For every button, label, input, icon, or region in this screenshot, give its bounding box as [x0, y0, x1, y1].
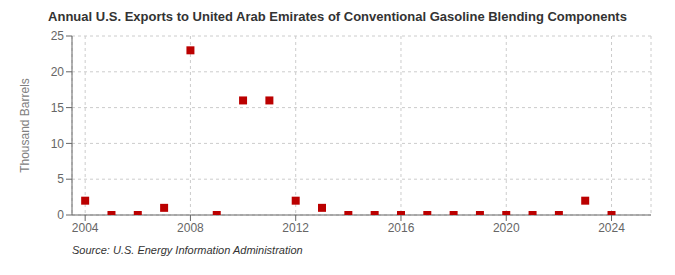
html-text:Source: U.S. Energy Informatio: Source: U.S. Energy Information Administ…: [72, 244, 303, 256]
svg-text:2012: 2012: [282, 221, 309, 235]
html-text:Annual U.S. Exports to United: Annual U.S. Exports to United Arab Emira…: [48, 9, 627, 24]
svg-text:25: 25: [51, 29, 65, 43]
svg-text:10: 10: [51, 137, 65, 151]
svg-text:2016: 2016: [388, 221, 415, 235]
svg-text:0: 0: [57, 208, 64, 222]
svg-text:20: 20: [51, 65, 65, 79]
svg-text:2020: 2020: [493, 221, 520, 235]
svg-text:2004: 2004: [72, 221, 99, 235]
svg-text:2008: 2008: [177, 221, 204, 235]
svg-text:2024: 2024: [598, 221, 625, 235]
svg-text:5: 5: [57, 172, 64, 186]
svg-text:Thousand Barrels: Thousand Barrels: [18, 78, 32, 173]
svg-text:15: 15: [51, 101, 65, 115]
